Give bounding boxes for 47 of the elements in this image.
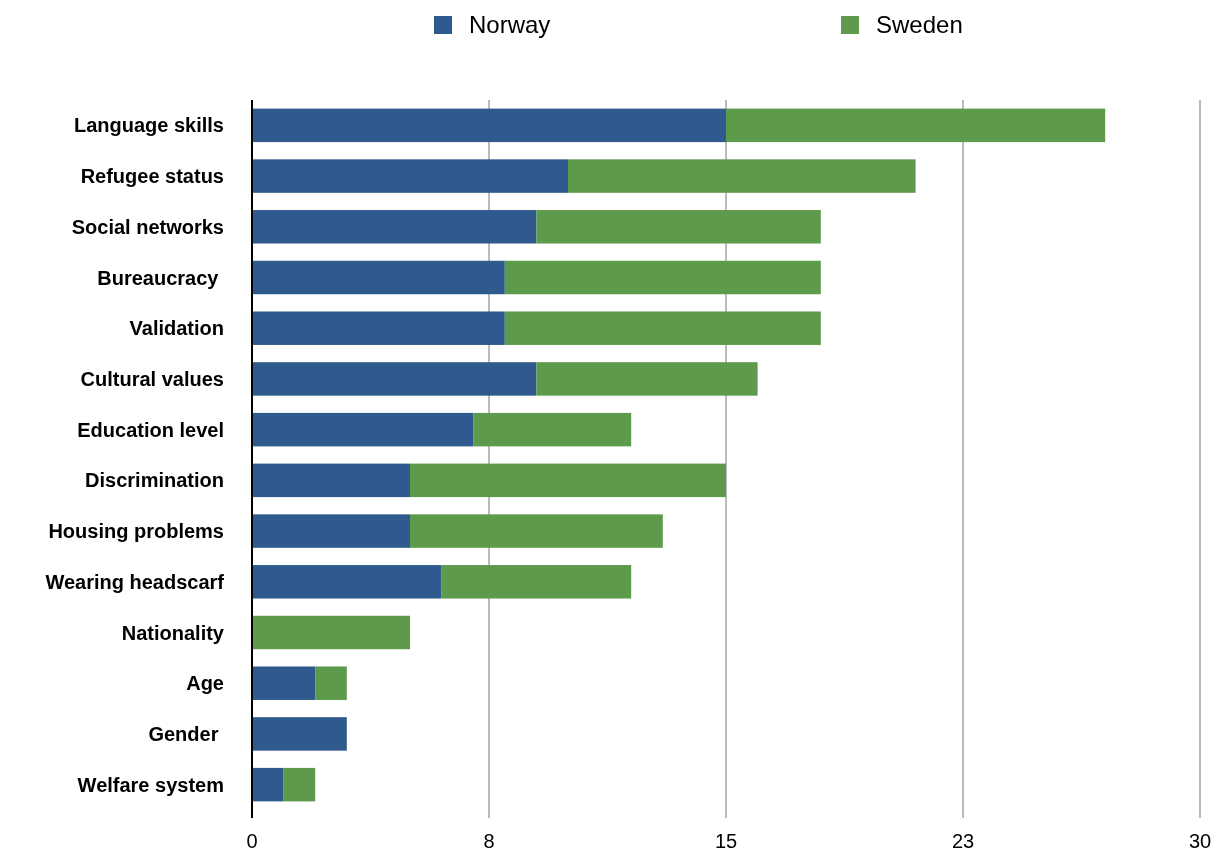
bar bbox=[536, 210, 821, 244]
y-tick-label: Refugee status bbox=[80, 165, 224, 188]
bar bbox=[252, 666, 316, 700]
bar bbox=[252, 311, 505, 345]
bar bbox=[568, 159, 916, 193]
bar bbox=[252, 767, 284, 802]
bar bbox=[252, 615, 410, 650]
bar bbox=[504, 260, 821, 295]
bar bbox=[252, 717, 347, 751]
x-tick-label: 23 bbox=[951, 830, 975, 850]
bar bbox=[252, 514, 410, 548]
x-tick-label: 15 bbox=[714, 830, 738, 850]
bar bbox=[726, 108, 1106, 143]
y-tick-label: Discrimination bbox=[85, 469, 224, 492]
bar bbox=[252, 362, 537, 396]
bar bbox=[536, 362, 758, 396]
y-tick-label: Cultural values bbox=[80, 367, 224, 390]
x-tick-label: 8 bbox=[483, 830, 495, 850]
bar bbox=[252, 565, 442, 599]
bar bbox=[252, 159, 568, 193]
bar bbox=[252, 412, 474, 447]
bar bbox=[252, 210, 537, 244]
bar bbox=[410, 514, 663, 548]
y-tick-label: Education level bbox=[77, 418, 224, 441]
y-tick-label: Bureaucracy bbox=[97, 266, 224, 289]
bar bbox=[410, 463, 726, 498]
bar bbox=[504, 311, 821, 345]
bar bbox=[252, 108, 726, 143]
y-tick-label: Validation bbox=[129, 317, 224, 340]
bar bbox=[315, 666, 347, 700]
y-tick-label: Social networks bbox=[71, 215, 224, 238]
y-tick-label: Gender bbox=[148, 722, 224, 745]
bar bbox=[473, 412, 632, 447]
y-tick-label: Housing problems bbox=[48, 520, 224, 543]
legend-label: Sweden bbox=[876, 11, 963, 38]
y-tick-label: Nationality bbox=[121, 621, 225, 644]
y-tick-label: Welfare system bbox=[77, 773, 224, 796]
bar bbox=[252, 463, 410, 498]
y-tick-label: Wearing headscarf bbox=[45, 570, 225, 593]
y-tick-label: Age bbox=[186, 672, 224, 695]
y-tick-label: Language skills bbox=[73, 114, 224, 137]
bar bbox=[252, 260, 505, 295]
x-tick-label: 0 bbox=[246, 830, 258, 850]
bar bbox=[283, 767, 316, 802]
legend-label: Norway bbox=[469, 11, 551, 38]
x-tick-label: 30 bbox=[1188, 830, 1212, 850]
bar bbox=[441, 565, 632, 599]
